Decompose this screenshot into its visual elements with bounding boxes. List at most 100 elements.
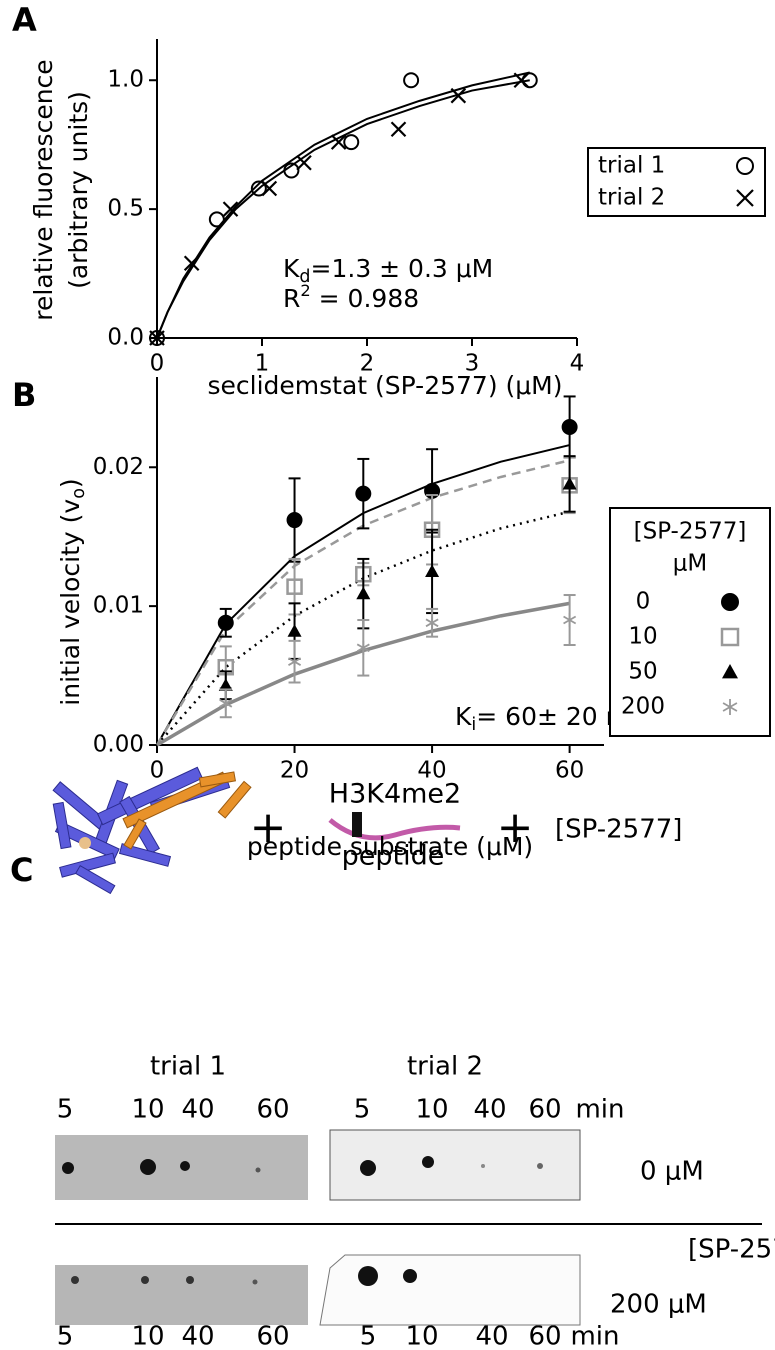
- time-label: 40: [181, 1095, 214, 1125]
- x-tick-label: 4: [570, 351, 585, 377]
- marker: [219, 696, 233, 711]
- concentration-label: 0 μM: [640, 1157, 704, 1187]
- legend-marker: [722, 699, 738, 715]
- marker: [403, 72, 420, 89]
- y-axis-label-rest: ): [56, 478, 85, 488]
- marker: [183, 255, 200, 272]
- marker-shape: [563, 615, 577, 625]
- marker-shape: [208, 211, 225, 228]
- plus: +: [250, 802, 287, 853]
- marker: [149, 330, 165, 346]
- panel-letter: A: [12, 1, 37, 39]
- annotation-main: K: [283, 254, 300, 283]
- x-tick-label: 20: [280, 758, 309, 784]
- y-tick-label: 0.0: [107, 325, 144, 351]
- y-axis-label-main: initial velocity (v: [56, 499, 85, 706]
- marker-shape: [286, 512, 303, 529]
- y-axis-label: (arbitrary units): [64, 91, 93, 289]
- annotation: R2 = 0.988: [283, 281, 419, 314]
- marker-shape: [736, 157, 754, 175]
- marker: [261, 180, 278, 197]
- annotation-sub: d: [299, 267, 310, 287]
- legend-label: trial 1: [598, 153, 665, 179]
- x-tick-label: 60: [555, 758, 584, 784]
- helix: [198, 771, 237, 788]
- time-label: 5: [360, 1322, 377, 1350]
- marker: [250, 180, 267, 197]
- protein-structure: [52, 766, 252, 895]
- legend-box: [587, 147, 766, 217]
- panel-c: C + H3K4me2: [10, 766, 775, 1350]
- marker-shape: [390, 121, 407, 137]
- marker-shape: [149, 330, 165, 346]
- marker: [288, 654, 302, 669]
- spot: [252, 1279, 258, 1285]
- marker: [355, 485, 372, 502]
- marker-shape: [222, 201, 239, 217]
- y-tick-label: 0.01: [93, 593, 144, 619]
- annotation-main: R: [283, 284, 300, 313]
- marker: [222, 201, 239, 217]
- marker: [330, 134, 347, 150]
- marker-shape: [722, 664, 738, 679]
- blot: [55, 1265, 308, 1325]
- annotation-rest: =1.3 ± 0.3 μM: [311, 254, 494, 283]
- panel-letter: B: [12, 376, 36, 414]
- time-label: 60: [256, 1322, 289, 1350]
- y-tick-label: 0.00: [93, 732, 144, 758]
- legend-label: 50: [628, 659, 657, 685]
- modification-label: H3K4me2: [329, 779, 461, 810]
- helix: [118, 843, 172, 867]
- marker-shape: [219, 699, 233, 708]
- x-tick-label: 0: [150, 351, 165, 377]
- marker: [343, 134, 360, 151]
- marker-shape: [330, 134, 347, 150]
- spot: [71, 1276, 79, 1284]
- peptide-line: [328, 818, 461, 841]
- marker: [296, 154, 312, 171]
- marker-shape: [721, 593, 739, 611]
- trial-label: trial 2: [407, 1052, 483, 1082]
- time-unit: min: [570, 1322, 619, 1350]
- x-axis-label: peptide substrate (μM): [247, 832, 533, 861]
- helix: [74, 864, 116, 895]
- marker-shape: [286, 578, 303, 595]
- y-tick-label: 0.5: [107, 196, 144, 222]
- spot: [358, 1266, 378, 1286]
- trial-label: trial 1: [150, 1052, 226, 1082]
- marker-shape: [356, 643, 370, 653]
- x-tick-label: 40: [417, 758, 446, 784]
- marker: [149, 330, 165, 346]
- spot: [255, 1167, 261, 1173]
- time-label: 10: [131, 1322, 164, 1350]
- legend-marker: [736, 189, 754, 207]
- marker-shape: [450, 87, 467, 104]
- legend-title: [SP-2577]: [634, 519, 747, 545]
- marker-shape: [149, 330, 165, 346]
- marker-shape: [356, 586, 371, 600]
- time-label: 10: [405, 1322, 438, 1350]
- y-tick-label: 0.02: [93, 454, 144, 480]
- marker: [286, 578, 303, 595]
- marker: [390, 121, 407, 137]
- marker: [283, 162, 300, 179]
- y-axis-label-sub: o: [69, 488, 89, 499]
- time-label: 60: [256, 1095, 289, 1125]
- legend-marker: [720, 627, 740, 647]
- marker-shape: [217, 614, 234, 631]
- marker-shape: [355, 485, 372, 502]
- peptide-label: peptide: [342, 841, 445, 872]
- annotation-sub: i: [471, 715, 476, 735]
- fit-curve: [156, 79, 530, 339]
- spot: [62, 1162, 74, 1174]
- marker: [425, 564, 440, 578]
- time-label: 60: [528, 1095, 561, 1125]
- y-axis-label: relative fluorescence: [29, 59, 58, 320]
- legend-title: μM: [673, 551, 707, 577]
- marker-shape: [722, 702, 738, 712]
- marker-shape: [288, 657, 302, 666]
- legend-label: trial 2: [598, 185, 665, 211]
- y-tick-label: 1.0: [107, 67, 144, 93]
- time-label: 5: [57, 1095, 74, 1125]
